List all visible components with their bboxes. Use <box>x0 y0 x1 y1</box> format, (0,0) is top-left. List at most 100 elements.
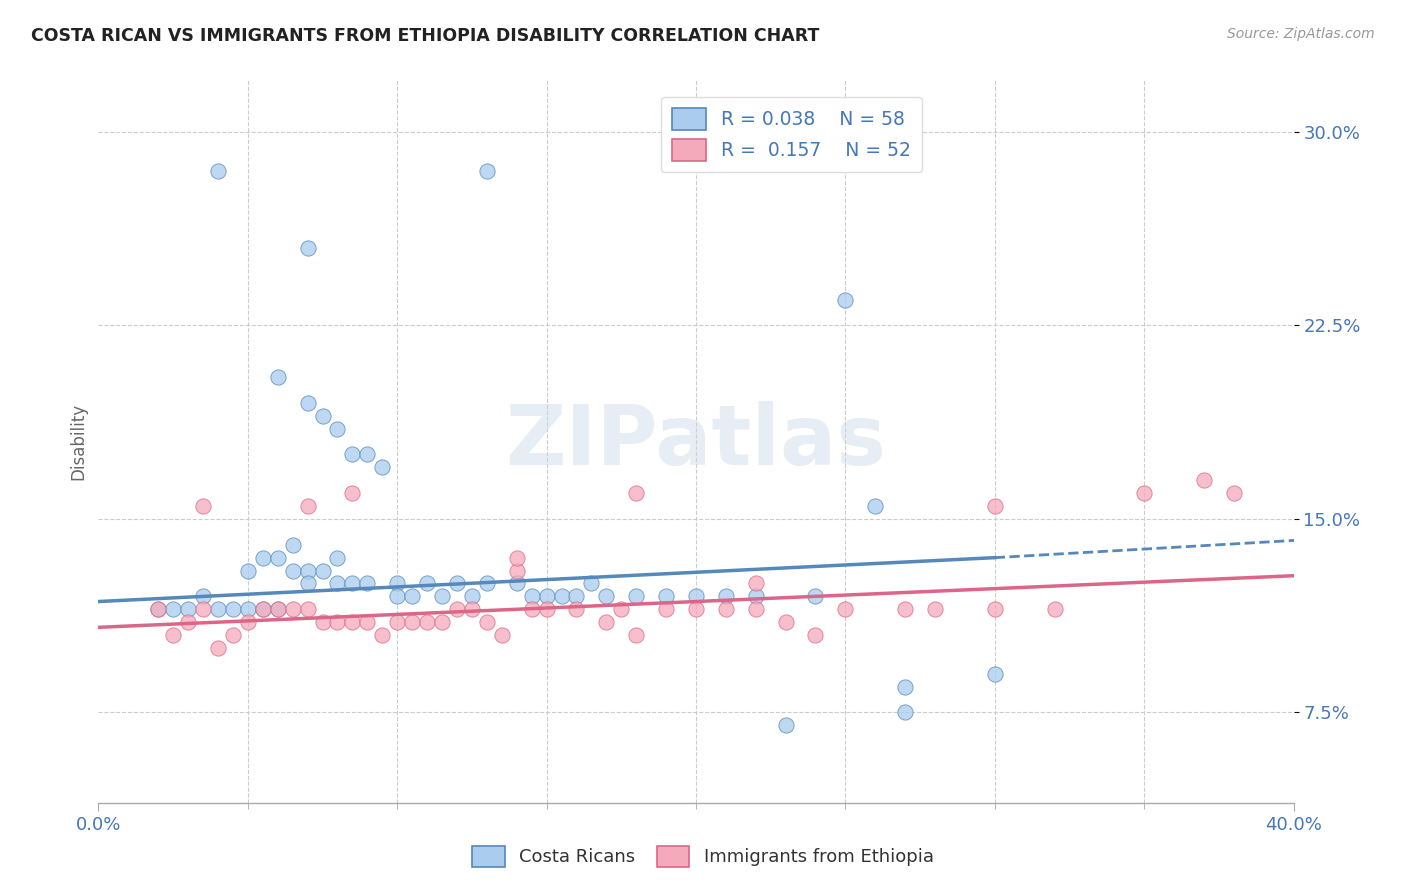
Text: COSTA RICAN VS IMMIGRANTS FROM ETHIOPIA DISABILITY CORRELATION CHART: COSTA RICAN VS IMMIGRANTS FROM ETHIOPIA … <box>31 27 820 45</box>
Point <box>342 486 364 500</box>
Point <box>236 602 259 616</box>
Point <box>342 576 364 591</box>
Point <box>148 602 170 616</box>
Point <box>834 293 856 307</box>
Point <box>430 590 453 604</box>
Point <box>356 447 378 461</box>
Point <box>297 576 319 591</box>
Point <box>191 499 214 513</box>
Point <box>162 602 184 616</box>
Point <box>297 396 319 410</box>
Point <box>281 602 304 616</box>
Point <box>371 628 394 642</box>
Point <box>461 602 484 616</box>
Point <box>804 628 827 642</box>
Point <box>984 602 1007 616</box>
Point <box>1192 473 1215 487</box>
Point <box>236 564 259 578</box>
Point <box>565 602 588 616</box>
Point <box>252 550 274 565</box>
Point <box>775 718 797 732</box>
Point <box>252 602 274 616</box>
Point <box>565 590 588 604</box>
Point <box>506 576 529 591</box>
Point <box>475 576 498 591</box>
Point <box>536 602 558 616</box>
Point <box>506 550 529 565</box>
Point <box>326 576 349 591</box>
Point <box>267 602 290 616</box>
Point <box>356 576 378 591</box>
Point <box>924 602 946 616</box>
Point <box>475 615 498 630</box>
Point <box>297 564 319 578</box>
Point <box>267 370 290 384</box>
Point <box>626 628 648 642</box>
Point <box>520 602 543 616</box>
Point <box>491 628 513 642</box>
Point <box>1043 602 1066 616</box>
Point <box>685 602 707 616</box>
Point <box>236 615 259 630</box>
Point <box>1133 486 1156 500</box>
Point <box>804 590 827 604</box>
Text: Source: ZipAtlas.com: Source: ZipAtlas.com <box>1227 27 1375 41</box>
Point <box>297 602 319 616</box>
Point <box>207 640 229 655</box>
Point <box>430 615 453 630</box>
Point <box>446 602 468 616</box>
Point <box>297 241 319 255</box>
Point <box>520 590 543 604</box>
Point <box>326 615 349 630</box>
Point <box>775 615 797 630</box>
Point <box>894 602 917 616</box>
Point <box>401 590 423 604</box>
Point <box>626 590 648 604</box>
Point <box>371 460 394 475</box>
Point <box>655 590 678 604</box>
Point <box>401 615 423 630</box>
Point <box>984 499 1007 513</box>
Y-axis label: Disability: Disability <box>69 403 87 480</box>
Point <box>177 602 200 616</box>
Point <box>385 576 409 591</box>
Point <box>148 602 170 616</box>
Point <box>297 499 319 513</box>
Point <box>610 602 633 616</box>
Point <box>506 564 529 578</box>
Point <box>834 602 856 616</box>
Point <box>536 590 558 604</box>
Point <box>714 602 737 616</box>
Point <box>326 550 349 565</box>
Point <box>385 590 409 604</box>
Point <box>865 499 887 513</box>
Point <box>356 615 378 630</box>
Point <box>984 666 1007 681</box>
Point <box>595 615 617 630</box>
Point <box>475 163 498 178</box>
Point <box>207 163 229 178</box>
Point <box>595 590 617 604</box>
Point <box>446 576 468 591</box>
Point <box>416 576 439 591</box>
Point <box>326 422 349 436</box>
Point <box>461 590 484 604</box>
Point <box>745 590 768 604</box>
Point <box>416 615 439 630</box>
Point <box>626 486 648 500</box>
Point <box>162 628 184 642</box>
Point <box>311 409 333 423</box>
Point <box>1223 486 1246 500</box>
Point <box>311 564 333 578</box>
Point <box>342 615 364 630</box>
Point <box>745 576 768 591</box>
Point <box>177 615 200 630</box>
Point <box>281 564 304 578</box>
Point <box>581 576 603 591</box>
Legend: Costa Ricans, Immigrants from Ethiopia: Costa Ricans, Immigrants from Ethiopia <box>465 838 941 874</box>
Point <box>252 602 274 616</box>
Point <box>894 706 917 720</box>
Point <box>267 602 290 616</box>
Point <box>222 602 245 616</box>
Point <box>311 615 333 630</box>
